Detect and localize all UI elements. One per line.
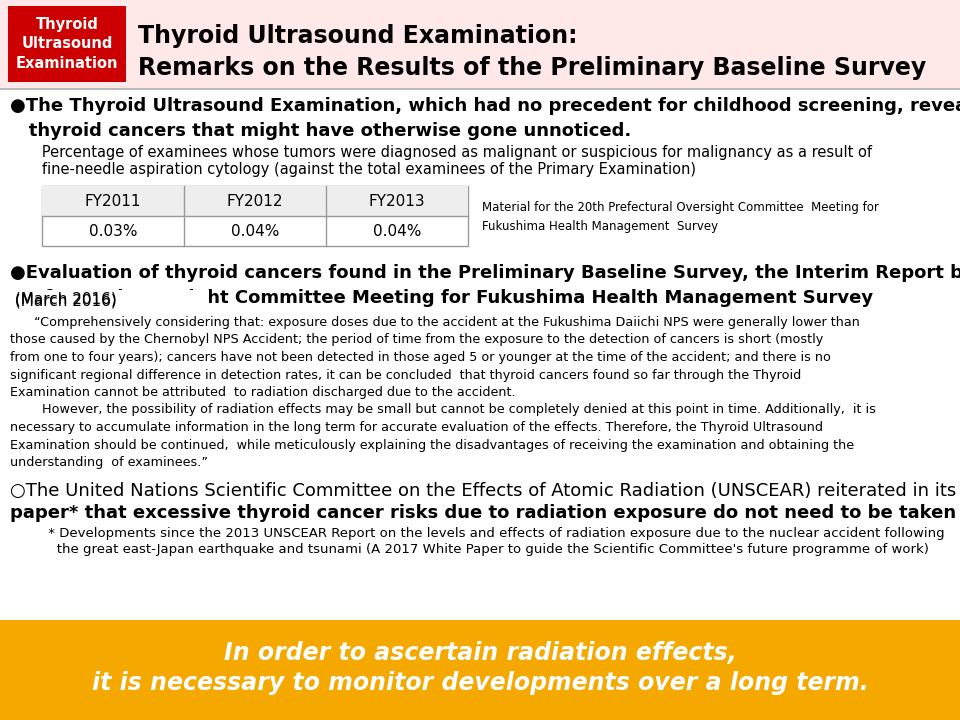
Text: fine-needle aspiration cytology (against the total examinees of the Primary Exam: fine-needle aspiration cytology (against… xyxy=(28,162,696,177)
Text: those caused by the Chernobyl NPS Accident; the period of time from the exposure: those caused by the Chernobyl NPS Accide… xyxy=(10,333,824,346)
Text: the great east-Japan earthquake and tsunami (A 2017 White Paper to guide the Sci: the great east-Japan earthquake and tsun… xyxy=(10,544,929,557)
Text: (March 2016): (March 2016) xyxy=(10,292,117,307)
Text: necessary to accumulate information in the long term for accurate evaluation of : necessary to accumulate information in t… xyxy=(10,421,823,434)
Text: ●Evaluation of thyroid cancers found in the Preliminary Baseline Survey, the Int: ●Evaluation of thyroid cancers found in … xyxy=(10,264,960,307)
Text: * Developments since the 2013 UNSCEAR Report on the levels and effects of radiat: * Developments since the 2013 UNSCEAR Re… xyxy=(10,528,945,541)
Text: Remarks on the Results of the Preliminary Baseline Survey: Remarks on the Results of the Preliminar… xyxy=(138,56,926,80)
Text: However, the possibility of radiation effects may be small but cannot be complet: However, the possibility of radiation ef… xyxy=(10,403,876,416)
Text: Material for the 20th Prefectural Oversight Committee  Meeting for: Material for the 20th Prefectural Oversi… xyxy=(482,200,878,214)
Text: FY2012: FY2012 xyxy=(227,194,283,209)
Text: Examination should be continued,  while meticulously explaining the disadvantage: Examination should be continued, while m… xyxy=(10,438,854,451)
Text: ○The United Nations Scientific Committee on the Effects of Atomic Radiation (UNS: ○The United Nations Scientific Committee… xyxy=(10,482,960,500)
Text: “Comprehensively considering that: exposure doses due to the accident at the Fuk: “Comprehensively considering that: expos… xyxy=(10,316,860,329)
Text: ●The Thyroid Ultrasound Examination, which had no precedent for childhood screen: ●The Thyroid Ultrasound Examination, whi… xyxy=(10,97,960,140)
Text: significant regional difference in detection rates, it can be concluded  that th: significant regional difference in detec… xyxy=(10,369,802,382)
Text: (March 2016): (March 2016) xyxy=(10,293,117,308)
Text: 0.03%: 0.03% xyxy=(88,223,137,238)
Text: Examination cannot be attributed  to radiation discharged due to the accident.: Examination cannot be attributed to radi… xyxy=(10,386,516,399)
Bar xyxy=(42,186,468,246)
Text: Thyroid Ultrasound Examination:: Thyroid Ultrasound Examination: xyxy=(138,24,578,48)
Bar xyxy=(9,290,209,312)
Bar xyxy=(42,186,468,216)
Text: FY2013: FY2013 xyxy=(369,194,425,209)
Text: Fukushima Health Management  Survey: Fukushima Health Management Survey xyxy=(482,220,718,233)
Text: 0.04%: 0.04% xyxy=(230,223,279,238)
Text: Percentage of examinees whose tumors were diagnosed as malignant or suspicious f: Percentage of examinees whose tumors wer… xyxy=(28,145,872,160)
Text: paper* that excessive thyroid cancer risks due to radiation exposure do not need: paper* that excessive thyroid cancer ris… xyxy=(10,503,960,521)
Text: In order to ascertain radiation effects,: In order to ascertain radiation effects, xyxy=(224,641,736,665)
Text: 0.04%: 0.04% xyxy=(372,223,421,238)
Text: from one to four years); cancers have not been detected in those aged 5 or young: from one to four years); cancers have no… xyxy=(10,351,830,364)
Text: understanding  of examinees.”: understanding of examinees.” xyxy=(10,456,208,469)
Bar xyxy=(8,6,126,82)
Bar xyxy=(0,620,960,720)
Text: FY2011: FY2011 xyxy=(84,194,141,209)
Text: Thyroid
Ultrasound
Examination: Thyroid Ultrasound Examination xyxy=(15,17,118,71)
Bar xyxy=(0,0,960,88)
Text: it is necessary to monitor developments over a long term.: it is necessary to monitor developments … xyxy=(91,671,869,695)
